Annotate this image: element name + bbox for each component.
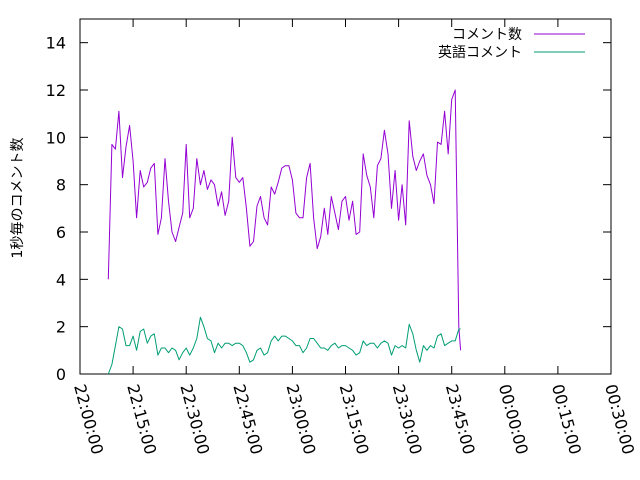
series-layer <box>107 89 462 375</box>
x-axis-ticks: 22:00:00 22:15:00 22:30:00 22:45:00 23:00:00… <box>70 19 638 456</box>
x-tick-label: 23:45:00 <box>442 382 479 456</box>
y-tick-label: 12 <box>46 81 66 100</box>
x-tick-label: 00:00:00 <box>495 382 532 456</box>
y-tick-label: 4 <box>56 270 66 289</box>
y-tick-label: 6 <box>56 223 66 242</box>
y-axis-ticks: 0 2 4 6 8 10 12 14 <box>46 34 611 384</box>
y-tick-label: 10 <box>46 128 66 147</box>
x-tick-label: 23:30:00 <box>389 382 426 456</box>
x-tick-label: 22:30:00 <box>176 382 213 456</box>
y-tick-label: 0 <box>56 365 66 384</box>
y-tick-label: 14 <box>46 34 66 53</box>
y-tick-label: 8 <box>56 176 66 195</box>
x-tick-label: 22:00:00 <box>70 382 107 456</box>
y-axis-title: 1秒毎のコメント数 <box>10 138 26 259</box>
x-tick-label: 00:30:00 <box>601 382 638 456</box>
series-line-1 <box>107 316 461 375</box>
x-tick-label: 22:45:00 <box>229 382 266 456</box>
x-tick-label: 23:15:00 <box>336 382 373 456</box>
x-tick-label: 22:15:00 <box>123 382 160 456</box>
series-line-0 <box>107 89 462 351</box>
x-tick-label: 00:15:00 <box>548 382 585 456</box>
x-tick-label: 23:00:00 <box>283 382 320 456</box>
legend-label-1: 英語コメント <box>438 44 522 61</box>
legend-label-0: コメント数 <box>452 27 522 43</box>
y-tick-label: 2 <box>56 318 66 337</box>
